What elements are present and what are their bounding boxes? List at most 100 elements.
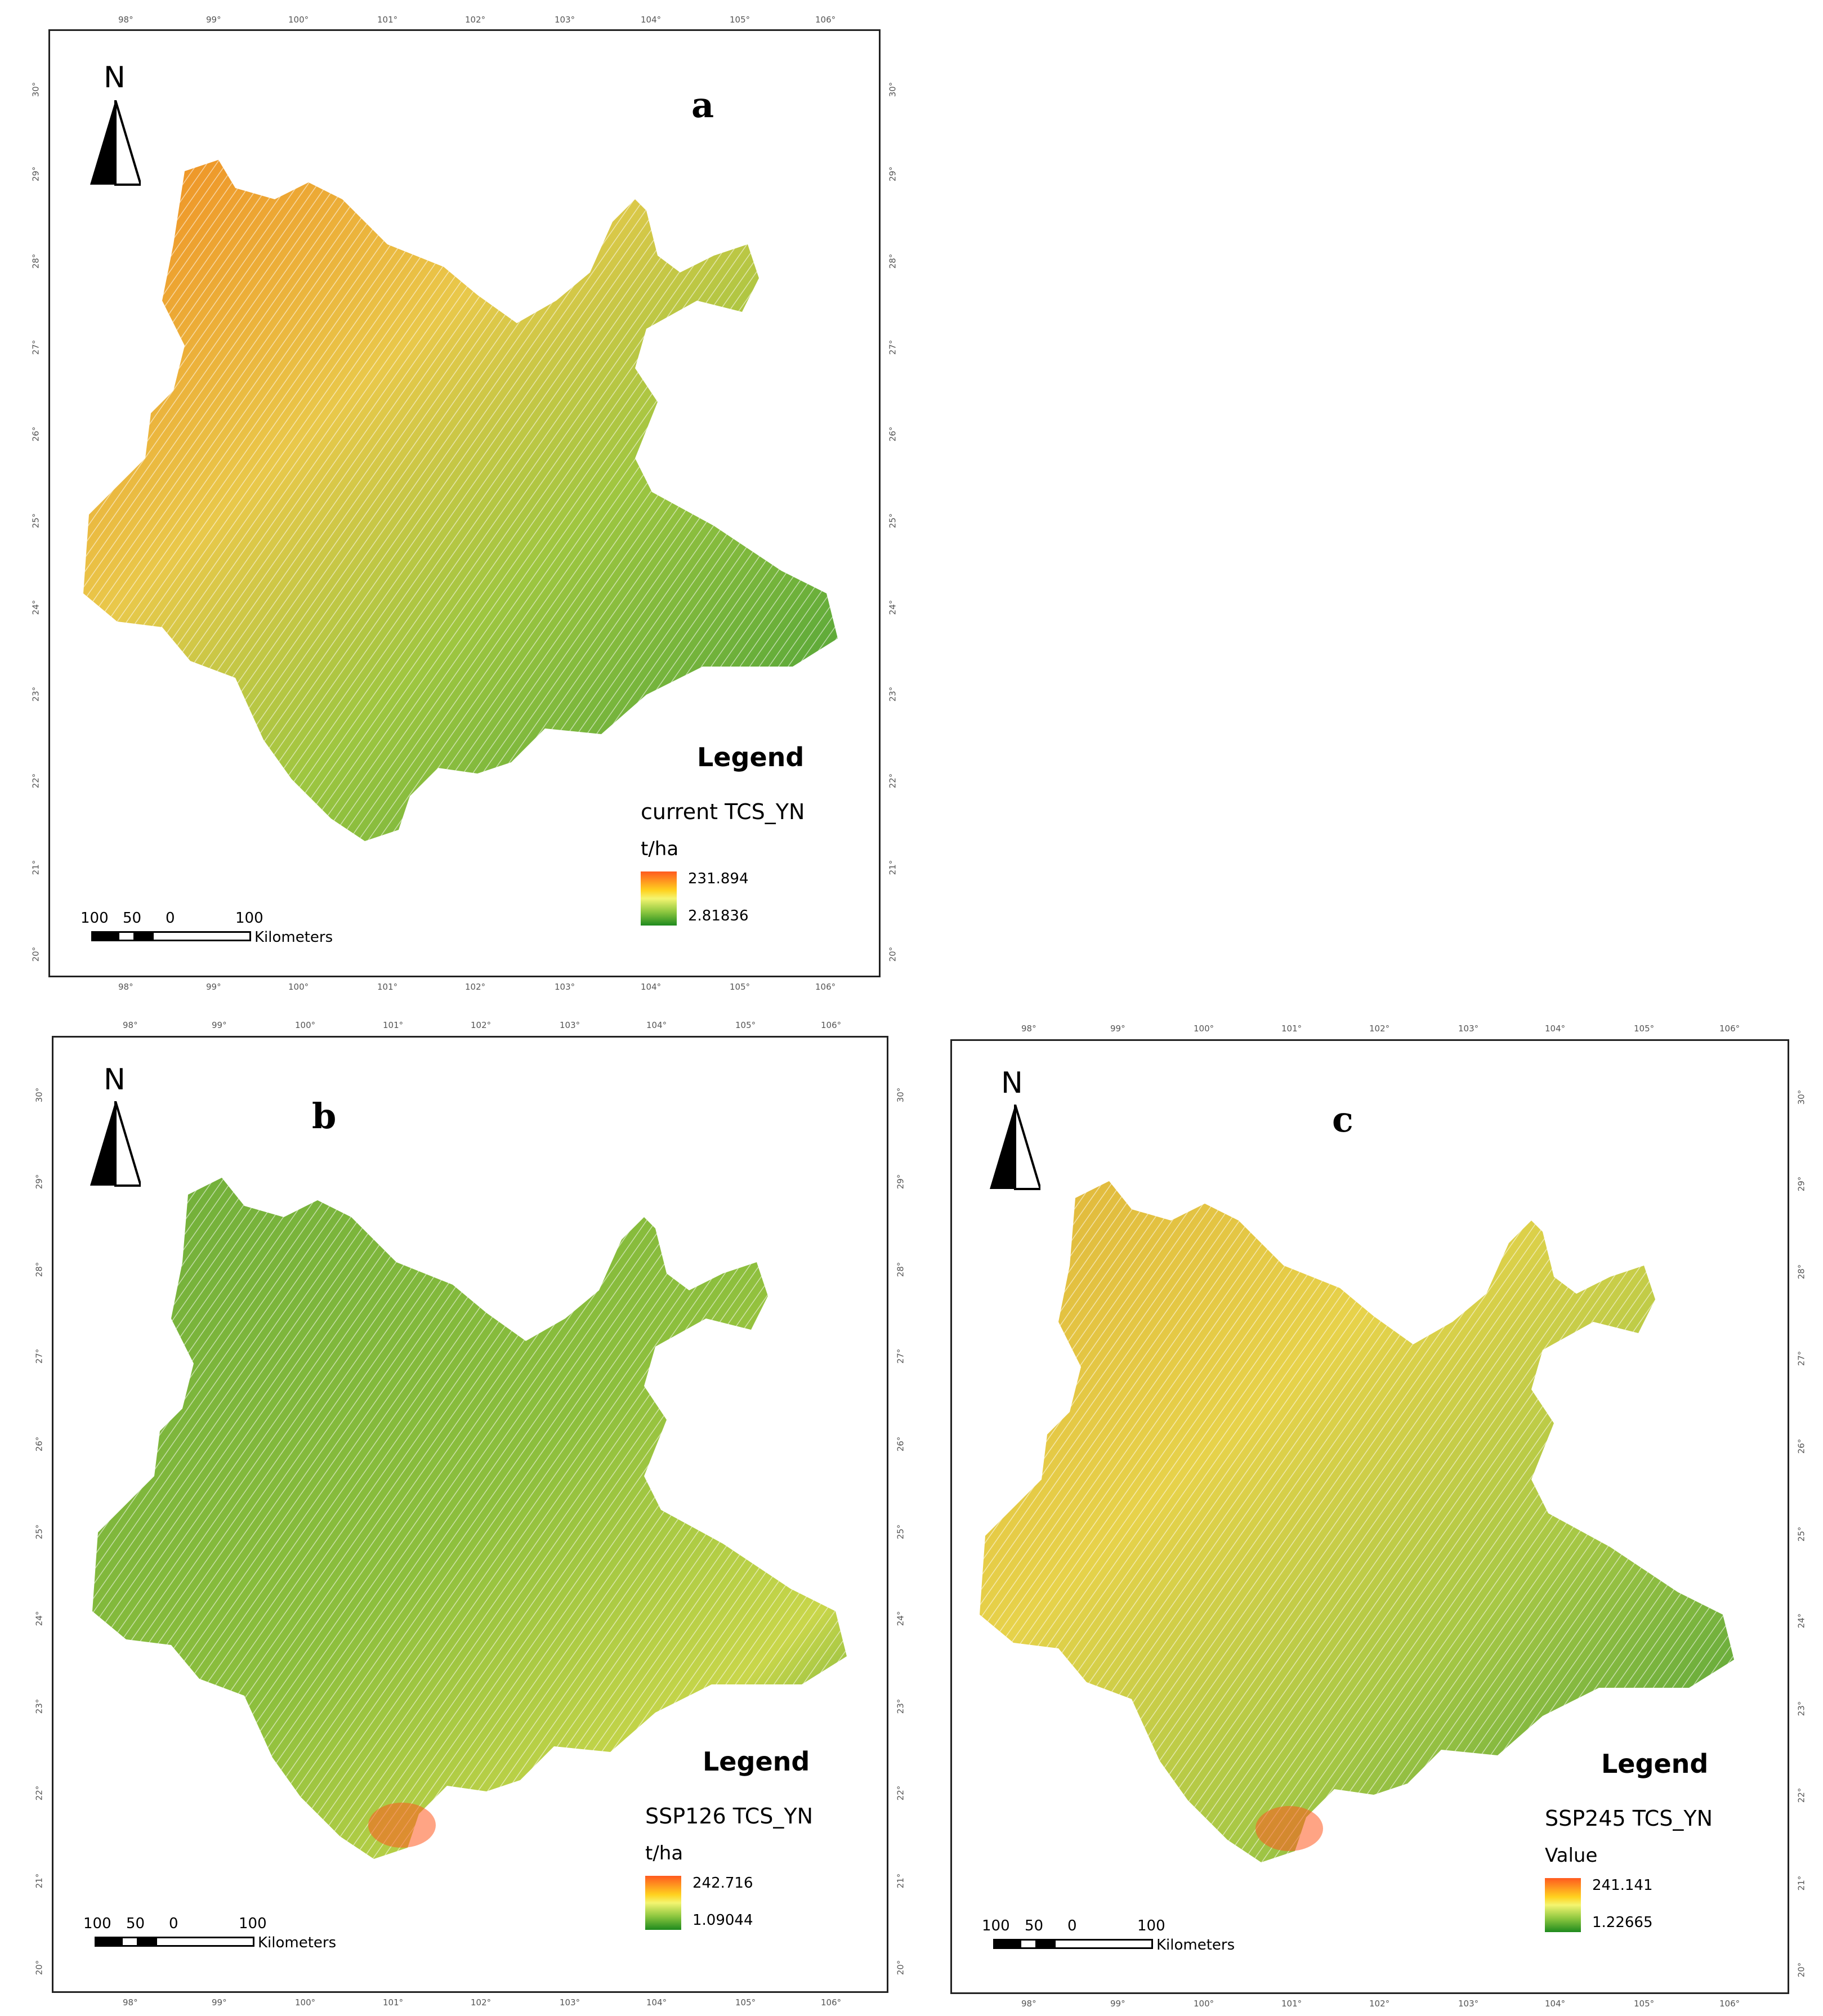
lon-tick: 100° (295, 1020, 316, 1030)
lon-tick: 101° (1281, 1999, 1302, 2009)
lon-tick: 106° (815, 982, 836, 992)
scale-label: 0 (169, 1915, 178, 1932)
lon-tick: 98° (118, 15, 133, 25)
lat-tick: 29° (1796, 1176, 1807, 1192)
lat-tick: 27° (887, 339, 898, 355)
lon-tick: 103° (1458, 1023, 1479, 1034)
lat-tick: 24° (887, 600, 898, 615)
lon-tick: 100° (1194, 1023, 1214, 1034)
scale-label: 100 (1137, 1917, 1165, 1934)
lon-tick: 101° (1281, 1023, 1302, 1034)
lat-tick: 29° (34, 1174, 44, 1190)
lon-tick: 100° (295, 1997, 316, 2008)
lat-tick: 22° (1796, 1787, 1807, 1803)
lon-tick: 105° (735, 1020, 756, 1030)
lon-tick: 99° (212, 1020, 227, 1030)
lat-tick: 25° (895, 1524, 906, 1540)
lon-tick: 98° (1021, 1023, 1036, 1034)
scale-label: 100 (83, 1915, 111, 1932)
lat-tick: 22° (34, 1785, 44, 1801)
legend-color-ramp (645, 1876, 681, 1930)
lon-tick: 99° (206, 982, 221, 992)
scale-unit: Kilometers (254, 929, 333, 946)
lon-tick: 106° (1719, 1023, 1740, 1034)
north-arrow-icon (90, 100, 141, 186)
lon-tick: 99° (212, 1997, 227, 2008)
lon-tick: 106° (821, 1997, 842, 2008)
lon-tick: 103° (560, 1997, 580, 2008)
lat-tick: 26° (887, 426, 898, 442)
lon-tick: 98° (1021, 1999, 1036, 2009)
lat-tick: 20° (34, 1960, 44, 1975)
lon-tick: 103° (555, 982, 575, 992)
lat-tick: 20° (1796, 1962, 1807, 1978)
scale-bar (95, 1937, 254, 1947)
legend-heading: Legend (1601, 1749, 1709, 1779)
lat-tick: 30° (30, 82, 41, 97)
scale-label: 100 (982, 1917, 1010, 1934)
lat-tick: 26° (34, 1436, 44, 1452)
lat-tick: 28° (1796, 1264, 1807, 1280)
legend-title: SSP126 TCS_YN (645, 1804, 814, 1829)
scale-label: 0 (166, 910, 175, 927)
lon-tick: 98° (118, 982, 133, 992)
lon-tick: 101° (377, 15, 398, 25)
scale-label: 0 (1067, 1917, 1077, 1934)
lat-tick: 23° (30, 686, 41, 702)
lat-tick: 20° (895, 1960, 906, 1975)
lon-tick: 103° (555, 15, 575, 25)
lat-tick: 21° (887, 860, 898, 875)
lon-tick: 100° (288, 15, 309, 25)
legend-unit: t/ha (641, 838, 679, 860)
legend-min-value: 2.81836 (688, 908, 749, 924)
lon-tick: 105° (730, 982, 750, 992)
lat-tick: 22° (887, 773, 898, 789)
legend-color-ramp (641, 871, 677, 926)
scale-label: 100 (81, 910, 109, 927)
lon-tick: 99° (1110, 1999, 1125, 2009)
lon-tick: 104° (641, 15, 662, 25)
legend-max-value: 242.716 (692, 1875, 753, 1892)
panel-letter: b (312, 1096, 337, 1137)
lon-tick: 104° (646, 1997, 667, 2008)
lon-tick: 99° (206, 15, 221, 25)
legend-min-value: 1.22665 (1592, 1914, 1653, 1931)
lat-tick: 26° (30, 426, 41, 442)
lat-tick: 30° (895, 1087, 906, 1103)
lat-tick: 29° (30, 166, 41, 182)
lon-tick: 106° (815, 15, 836, 25)
lat-tick: 28° (887, 253, 898, 269)
legend-heading: Legend (703, 1746, 810, 1777)
lon-tick: 98° (123, 1020, 138, 1030)
lat-tick: 21° (895, 1873, 906, 1889)
lat-tick: 27° (1796, 1351, 1807, 1366)
lat-tick: 23° (887, 686, 898, 702)
lon-tick: 105° (735, 1997, 756, 2008)
lon-tick: 102° (1369, 1999, 1390, 2009)
lat-tick: 23° (34, 1698, 44, 1714)
lon-tick: 104° (646, 1020, 667, 1030)
north-label: N (104, 1063, 126, 1097)
legend-title: SSP245 TCS_YN (1545, 1806, 1713, 1831)
lat-tick: 27° (30, 339, 41, 355)
legend-min-value: 1.09044 (692, 1912, 753, 1929)
lon-tick: 102° (471, 1997, 492, 2008)
panel-a: a N Legend current TCS_YN t/ha 231.894 2… (0, 0, 901, 992)
lon-tick: 103° (560, 1020, 580, 1030)
lon-tick: 105° (1634, 1023, 1655, 1034)
lon-tick: 103° (1458, 1999, 1479, 2009)
legend-unit: t/ha (645, 1842, 683, 1865)
lon-tick: 102° (465, 15, 486, 25)
scale-label: 50 (1025, 1917, 1044, 1934)
lon-tick: 101° (383, 1020, 404, 1030)
lat-tick: 30° (34, 1087, 44, 1103)
lat-tick: 22° (30, 773, 41, 789)
lon-tick: 102° (465, 982, 486, 992)
lon-tick: 99° (1110, 1023, 1125, 1034)
lon-tick: 100° (288, 982, 309, 992)
legend-unit: Value (1545, 1844, 1598, 1867)
lat-tick: 20° (887, 946, 898, 962)
lat-tick: 29° (895, 1174, 906, 1190)
yunnan-map-c (980, 1181, 1734, 1862)
scale-label: 50 (123, 910, 142, 927)
